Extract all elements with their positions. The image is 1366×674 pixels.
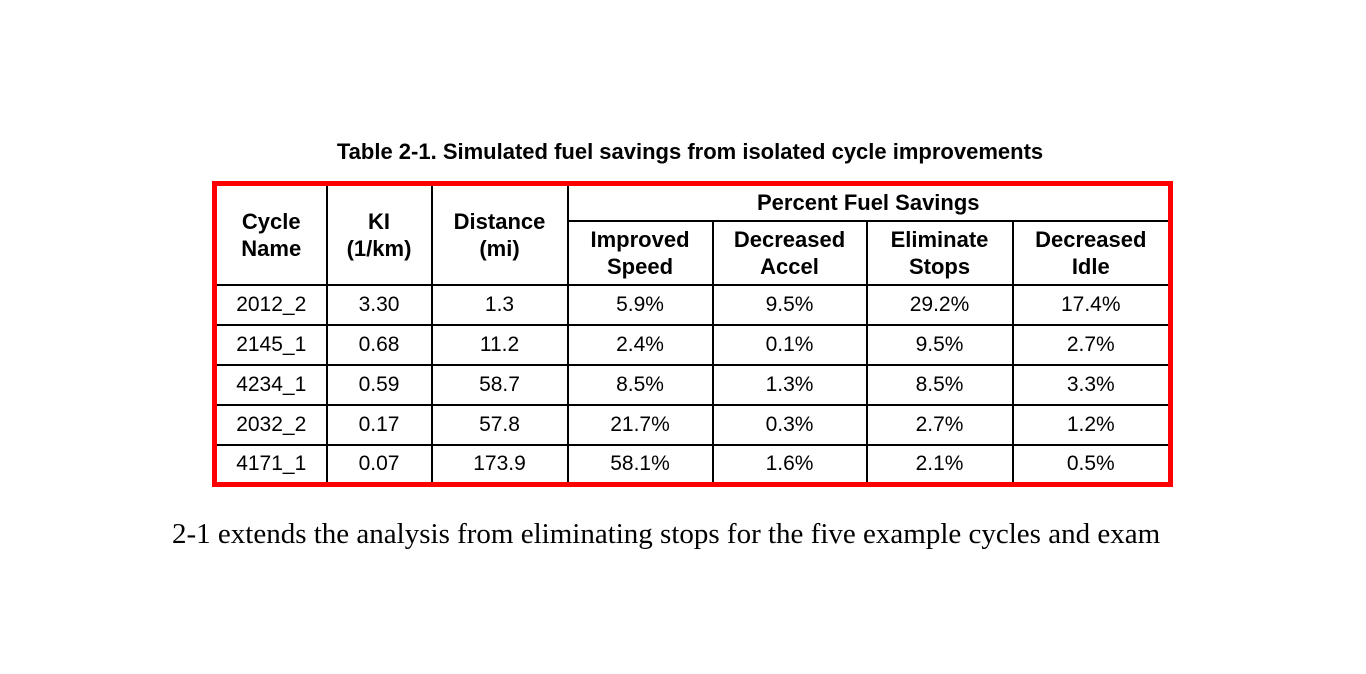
col-header-eliminate-stops: Eliminate Stops: [865, 219, 1014, 286]
cell-decreased-accel: 0.3%: [711, 403, 868, 446]
cell-eliminate-stops: 8.5%: [865, 363, 1014, 406]
cell-decreased-accel: 0.1%: [711, 323, 868, 366]
cell-ki: 0.68: [325, 323, 433, 366]
cell-decreased-idle: 0.5%: [1011, 443, 1172, 486]
col-header-decreased-idle: Decreased Idle: [1011, 219, 1172, 286]
cell-cycle-name: 2145_1: [213, 323, 328, 366]
body-text: 2-1 extends the analysis from eliminatin…: [172, 518, 1161, 550]
table-row: 4171_1 0.07 173.9 58.1% 1.6% 2.1% 0.5%: [213, 443, 1172, 486]
cell-ki: 3.30: [325, 283, 433, 326]
cell-improved-speed: 21.7%: [566, 403, 714, 446]
cell-distance: 173.9: [430, 443, 569, 486]
table-row: 2012_2 3.30 1.3 5.9% 9.5% 29.2% 17.4%: [213, 283, 1172, 326]
table-row: 4234_1 0.59 58.7 8.5% 1.3% 8.5% 3.3%: [213, 363, 1172, 406]
col-header-ki: KI (1/km): [325, 182, 433, 286]
cell-ki: 0.17: [325, 403, 433, 446]
cell-distance: 11.2: [430, 323, 569, 366]
cell-cycle-name: 4171_1: [213, 443, 328, 486]
cell-cycle-name: 2032_2: [213, 403, 328, 446]
cell-eliminate-stops: 2.1%: [865, 443, 1014, 486]
col-header-percent-fuel-savings: Percent Fuel Savings: [566, 182, 1172, 222]
cell-cycle-name: 2012_2: [213, 283, 328, 326]
cell-decreased-idle: 1.2%: [1011, 403, 1172, 446]
header-row-group: Cycle Name KI (1/km) Distance (mi) Perce…: [213, 182, 1172, 286]
cell-eliminate-stops: 2.7%: [865, 403, 1014, 446]
cell-improved-speed: 5.9%: [566, 283, 714, 326]
cell-distance: 1.3: [430, 283, 569, 326]
col-header-improved-speed: Improved Speed: [566, 219, 714, 286]
table-caption: Table 2-1. Simulated fuel savings from i…: [336, 139, 1044, 164]
cell-ki: 0.07: [325, 443, 433, 486]
table-row: 2145_1 0.68 11.2 2.4% 0.1% 9.5% 2.7%: [213, 323, 1172, 366]
col-header-distance: Distance (mi): [430, 182, 569, 286]
cell-distance: 58.7: [430, 363, 569, 406]
fuel-savings-table: Cycle Name KI (1/km) Distance (mi) Perce…: [212, 181, 1174, 487]
cell-eliminate-stops: 29.2%: [865, 283, 1014, 326]
cell-improved-speed: 2.4%: [566, 323, 714, 366]
cell-improved-speed: 8.5%: [566, 363, 714, 406]
cell-cycle-name: 4234_1: [213, 363, 328, 406]
cell-distance: 57.8: [430, 403, 569, 446]
table-row: 2032_2 0.17 57.8 21.7% 0.3% 2.7% 1.2%: [213, 403, 1172, 446]
cell-decreased-accel: 1.6%: [711, 443, 868, 486]
cell-decreased-idle: 3.3%: [1011, 363, 1172, 406]
cell-decreased-accel: 1.3%: [711, 363, 868, 406]
col-header-cycle-name: Cycle Name: [213, 182, 328, 286]
cell-improved-speed: 58.1%: [566, 443, 714, 486]
cell-decreased-accel: 9.5%: [711, 283, 868, 326]
header-row-sub: Improved Speed Decreased Accel Eliminate…: [215, 219, 1172, 286]
cell-ki: 0.59: [325, 363, 433, 406]
cell-decreased-idle: 2.7%: [1011, 323, 1172, 366]
cell-eliminate-stops: 9.5%: [865, 323, 1014, 366]
col-header-decreased-accel: Decreased Accel: [711, 219, 868, 286]
cell-decreased-idle: 17.4%: [1011, 283, 1172, 326]
